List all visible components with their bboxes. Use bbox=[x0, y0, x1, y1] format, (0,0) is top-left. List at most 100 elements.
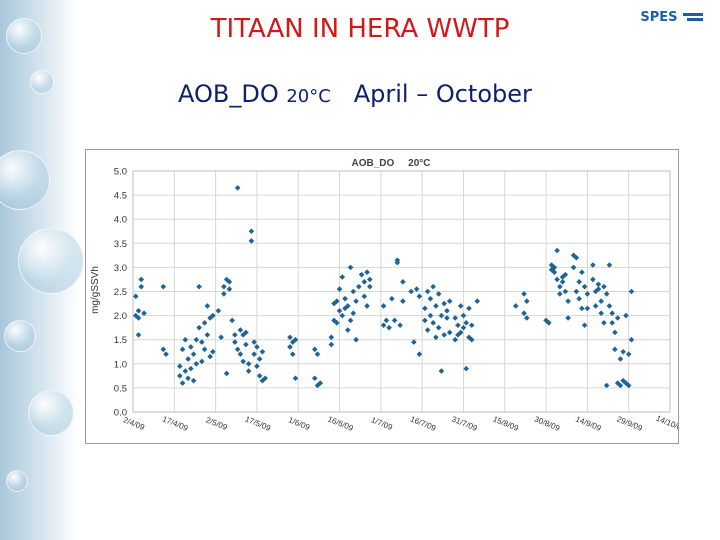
data-point bbox=[617, 382, 624, 389]
data-point bbox=[612, 329, 618, 336]
y-axis-label: mg/gSSVh bbox=[90, 266, 101, 314]
data-point bbox=[609, 310, 615, 316]
data-point bbox=[221, 291, 227, 297]
data-point bbox=[210, 348, 216, 355]
data-point bbox=[559, 274, 566, 280]
data-point bbox=[243, 341, 249, 348]
data-point bbox=[579, 269, 585, 276]
data-point bbox=[433, 334, 439, 341]
data-point bbox=[342, 305, 348, 312]
data-point bbox=[584, 305, 591, 312]
data-point bbox=[430, 283, 436, 290]
data-point bbox=[262, 375, 268, 382]
data-point bbox=[333, 320, 340, 326]
data-point bbox=[292, 375, 299, 382]
data-point bbox=[380, 322, 387, 329]
data-point bbox=[339, 274, 346, 280]
data-point bbox=[256, 356, 263, 362]
data-point bbox=[210, 312, 216, 319]
data-point bbox=[441, 300, 447, 307]
x-tick-label: 30/8/09 bbox=[533, 415, 562, 434]
data-point bbox=[367, 283, 373, 290]
data-point bbox=[455, 322, 461, 329]
data-point bbox=[570, 252, 577, 259]
data-point bbox=[215, 307, 222, 314]
data-point bbox=[336, 286, 343, 292]
data-point bbox=[182, 336, 189, 343]
x-tick-label: 15/8/09 bbox=[492, 415, 521, 434]
slide-title: TITAAN IN HERA WWTP bbox=[210, 14, 510, 44]
data-point bbox=[201, 320, 208, 326]
data-point bbox=[361, 279, 368, 285]
spes-logo: SPES bbox=[640, 10, 704, 25]
data-point bbox=[628, 288, 635, 295]
data-point bbox=[254, 363, 260, 370]
data-point bbox=[595, 286, 602, 292]
data-point bbox=[460, 312, 467, 319]
data-point bbox=[160, 346, 167, 353]
data-point bbox=[446, 329, 453, 336]
data-point bbox=[193, 361, 200, 367]
data-point bbox=[617, 356, 624, 362]
x-tick-label: 16/6/09 bbox=[326, 415, 355, 434]
data-point bbox=[579, 305, 585, 312]
x-tick-label: 17/5/09 bbox=[244, 415, 273, 434]
data-point bbox=[179, 346, 186, 353]
data-point bbox=[179, 380, 186, 386]
y-tick-label: 2.5 bbox=[114, 287, 127, 298]
y-tick-label: 1.5 bbox=[114, 335, 127, 346]
data-point bbox=[444, 315, 450, 321]
data-point bbox=[177, 363, 183, 370]
data-point bbox=[201, 346, 208, 353]
data-point bbox=[177, 373, 183, 379]
data-point bbox=[601, 283, 607, 290]
data-point bbox=[557, 291, 563, 297]
data-point bbox=[446, 298, 453, 304]
data-point bbox=[226, 279, 233, 285]
data-point bbox=[386, 324, 392, 331]
data-point bbox=[287, 334, 293, 341]
data-point bbox=[557, 283, 563, 290]
data-point bbox=[524, 315, 530, 321]
data-point bbox=[435, 291, 442, 297]
data-point bbox=[584, 291, 591, 297]
data-point bbox=[193, 336, 200, 343]
data-point bbox=[612, 346, 618, 353]
data-point bbox=[625, 351, 632, 357]
data-point bbox=[474, 298, 481, 304]
x-tick-label: 2/4/09 bbox=[122, 415, 147, 432]
data-point bbox=[196, 283, 202, 290]
data-point bbox=[336, 307, 343, 314]
data-point bbox=[135, 315, 142, 321]
data-point bbox=[603, 291, 610, 297]
data-point bbox=[339, 312, 346, 319]
data-point bbox=[433, 303, 439, 309]
data-point bbox=[422, 317, 428, 324]
data-point bbox=[256, 373, 263, 379]
data-point bbox=[207, 353, 213, 360]
data-point bbox=[424, 327, 431, 333]
data-point bbox=[595, 281, 602, 288]
chart-frame: AOB_DO 20°C mg/gSSVh 0.0 0.5 1.0 1.5 2.0 2.5 3… bbox=[85, 149, 679, 444]
data-point bbox=[592, 303, 599, 309]
data-point bbox=[138, 276, 145, 283]
data-point bbox=[452, 336, 458, 343]
data-point bbox=[311, 375, 318, 382]
data-point bbox=[397, 322, 403, 329]
data-point bbox=[345, 327, 351, 333]
data-point bbox=[463, 365, 470, 372]
data-point bbox=[614, 315, 621, 321]
data-point bbox=[628, 336, 635, 343]
bubble-decoration bbox=[30, 70, 54, 94]
decorative-bubble-strip bbox=[0, 0, 84, 540]
data-point bbox=[524, 298, 530, 304]
data-point bbox=[353, 298, 359, 304]
y-tick-label: 0.0 bbox=[114, 408, 127, 419]
data-point bbox=[204, 332, 211, 338]
data-point bbox=[576, 295, 582, 302]
data-point bbox=[466, 334, 472, 341]
data-point bbox=[625, 382, 632, 389]
data-point bbox=[188, 365, 194, 372]
data-point bbox=[232, 339, 238, 345]
data-point bbox=[226, 286, 233, 292]
